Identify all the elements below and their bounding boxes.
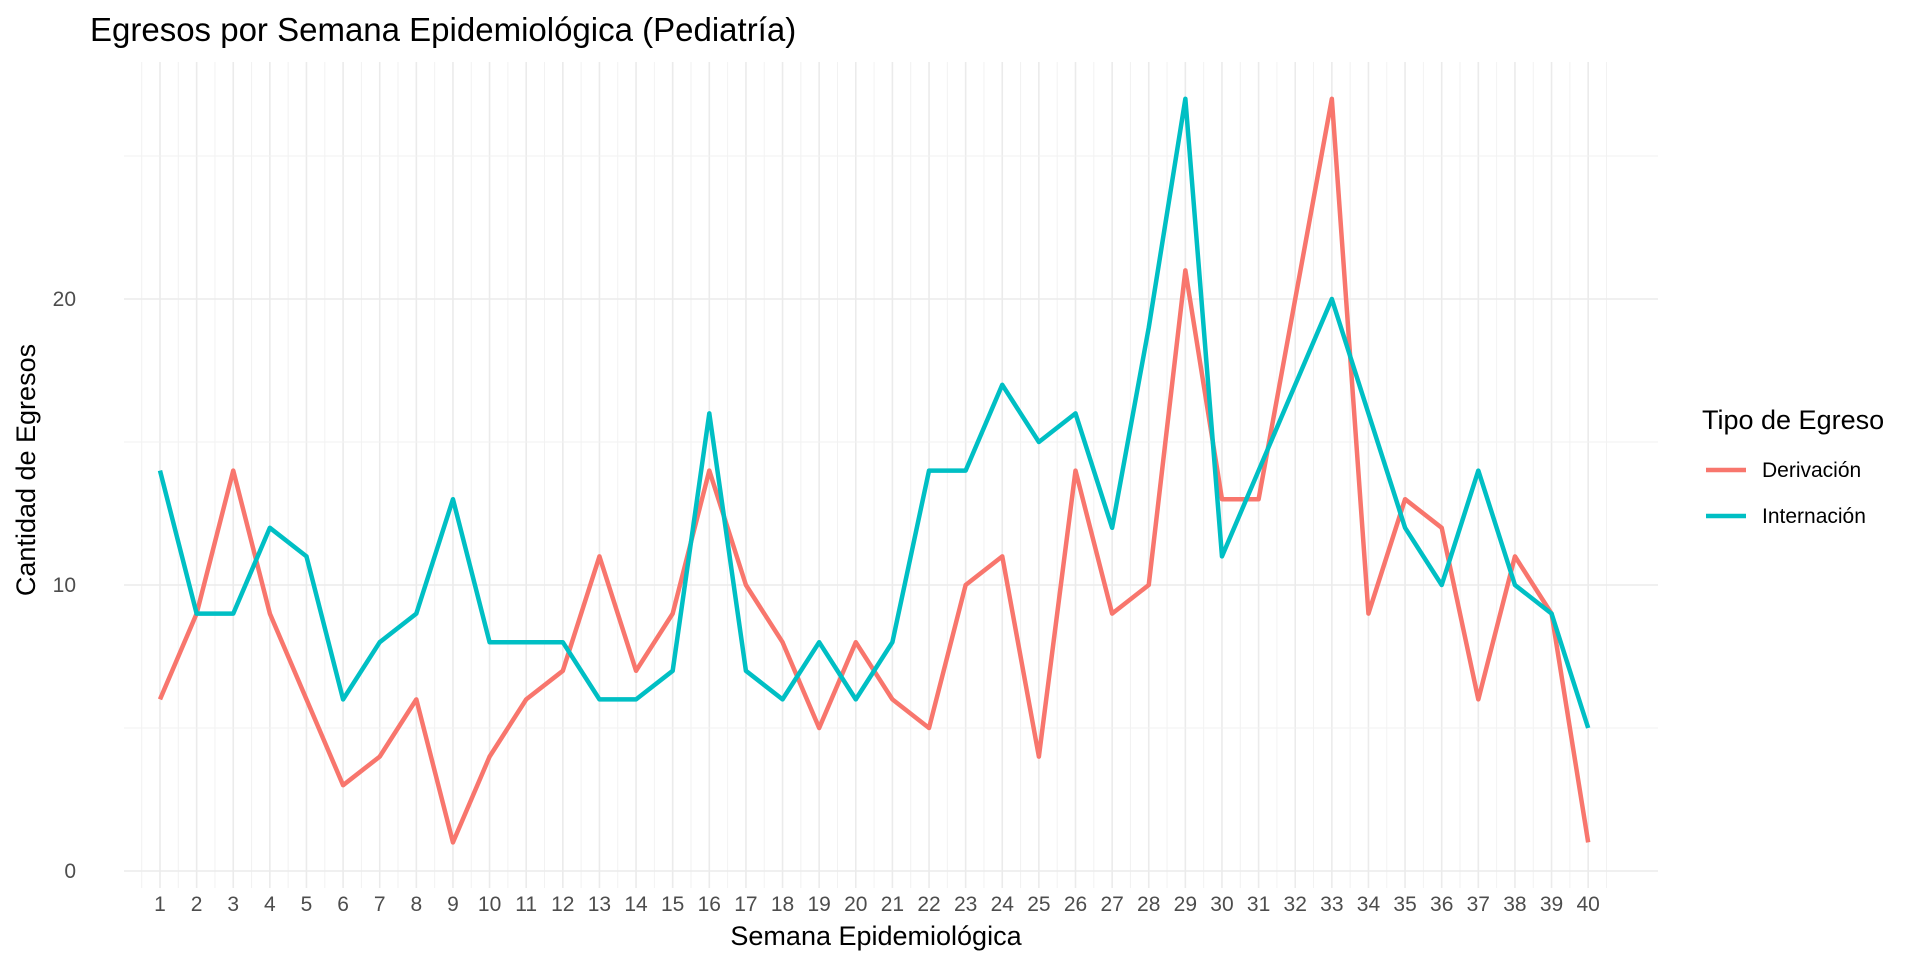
x-tick-label: 8 [410,893,422,916]
series-line-internacion [157,96,1591,729]
x-tick-label: 27 [1100,893,1123,916]
legend-items: Derivación Internación [1706,459,1866,528]
x-tick-label: 22 [917,893,940,916]
x-tick-label: 18 [771,893,794,916]
x-tick-label: 19 [807,893,830,916]
x-tick-label: 34 [1357,893,1381,916]
x-tick-label: 37 [1467,893,1490,916]
x-tick-label: 9 [447,893,459,916]
legend: Tipo de Egreso Derivación Internación [1702,405,1884,528]
x-tick-label: 14 [624,893,648,916]
series-lines [157,96,1591,845]
grid [124,62,1658,888]
chart-title: Egresos por Semana Epidemiológica (Pedia… [90,11,796,48]
x-tick-label: 40 [1577,893,1600,916]
y-tick-label: 20 [53,288,76,311]
x-axis-ticks: 1 2 3 4 5 6 7 8 9 10 11 12 13 14 15 16 17 18 19 20 21 22 23 24 2… [154,893,1600,916]
x-tick-label: 15 [661,893,684,916]
x-tick-label: 4 [264,893,276,916]
x-tick-label: 31 [1247,893,1270,916]
x-tick-label: 3 [227,893,239,916]
x-tick-label: 17 [734,893,757,916]
x-tick-label: 20 [844,893,867,916]
x-tick-label: 23 [954,893,977,916]
x-tick-label: 10 [478,893,501,916]
legend-label: Derivación [1762,459,1861,482]
x-tick-label: 2 [191,893,203,916]
x-tick-label: 7 [374,893,386,916]
y-tick-label: 0 [64,860,76,883]
x-tick-label: 6 [337,893,349,916]
x-tick-label: 21 [881,893,904,916]
x-tick-label: 25 [1027,893,1050,916]
x-tick-label: 1 [154,893,166,916]
x-tick-label: 11 [515,893,537,916]
x-tick-label: 32 [1284,893,1307,916]
y-tick-label: 10 [53,574,76,597]
x-tick-label: 29 [1174,893,1197,916]
x-tick-label: 26 [1064,893,1087,916]
x-tick-label: 38 [1503,893,1526,916]
x-tick-label: 12 [551,893,574,916]
legend-label: Internación [1762,505,1866,528]
x-tick-label: 30 [1210,893,1233,916]
plot-area [124,62,1658,888]
x-tick-label: 33 [1320,893,1343,916]
y-axis-title: Cantidad de Egresos [11,344,41,596]
x-tick-label: 13 [588,893,611,916]
x-tick-label: 16 [698,893,721,916]
x-tick-label: 35 [1393,893,1416,916]
x-tick-label: 36 [1430,893,1453,916]
x-tick-label: 28 [1137,893,1160,916]
y-axis-ticks: 0 10 20 [53,288,76,883]
x-tick-label: 39 [1540,893,1563,916]
legend-title: Tipo de Egreso [1702,405,1884,435]
x-tick-label: 5 [301,893,313,916]
x-tick-label: 24 [991,893,1015,916]
x-axis-title: Semana Epidemiológica [730,921,1022,951]
